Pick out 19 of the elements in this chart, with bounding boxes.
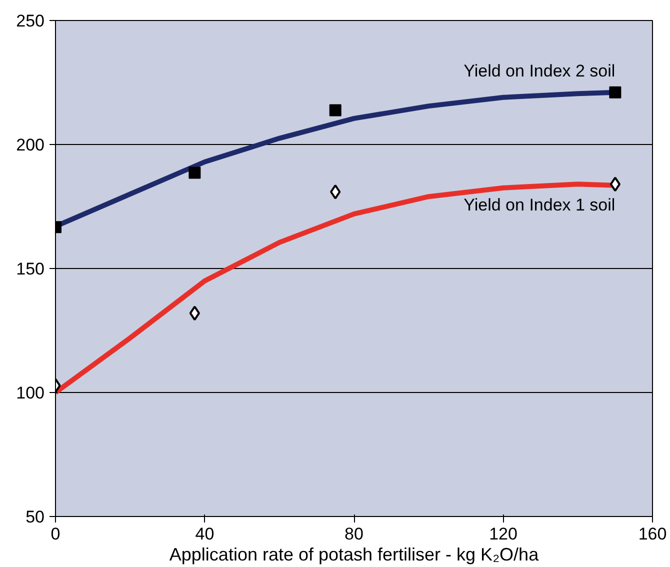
- point: [189, 306, 200, 321]
- x-axis-title: Application rate of potash fertiliser - kg K₂O/ha: [169, 544, 540, 564]
- x-tick-label: 160: [638, 524, 667, 544]
- y-tick-label: 200: [16, 136, 45, 154]
- x-tick-label: 40: [195, 524, 214, 544]
- y-tick-label: 50: [26, 508, 45, 526]
- y-tick-label: 150: [16, 260, 45, 278]
- series-label: Yield on Index 2 soil: [464, 61, 616, 80]
- y-tick-label: 250: [16, 12, 45, 30]
- point: [329, 104, 342, 116]
- x-tick-label: 80: [344, 524, 364, 544]
- x-tick-label: 0: [50, 524, 60, 544]
- point: [609, 86, 622, 98]
- series-label: Yield on Index 1 soil: [464, 195, 616, 214]
- y-tick-label: 100: [16, 384, 45, 402]
- point: [610, 176, 621, 192]
- point: [188, 166, 201, 179]
- point: [330, 184, 341, 200]
- x-tick-label: 120: [489, 524, 518, 544]
